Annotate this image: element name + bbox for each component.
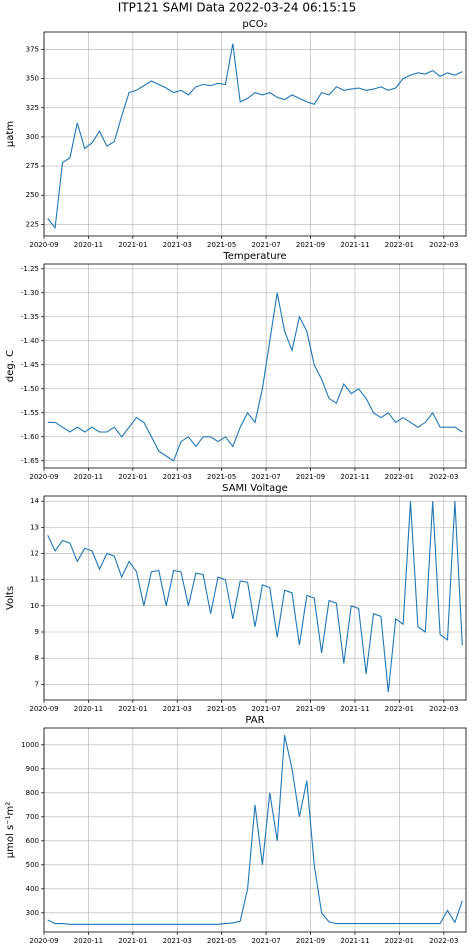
y-tick-label: 9 xyxy=(35,628,39,636)
y-tick-label: -1.55 xyxy=(21,409,39,417)
x-tick-label: 2020-09 xyxy=(29,937,58,945)
y-tick-label: -1.30 xyxy=(21,289,39,297)
x-tick-label: 2020-09 xyxy=(29,241,58,249)
x-tick-label: 2021-03 xyxy=(163,473,192,481)
y-tick-label: 10 xyxy=(30,602,39,610)
plot-frame xyxy=(43,263,467,469)
data-line xyxy=(47,292,463,462)
x-tick-label: 2021-07 xyxy=(251,937,280,945)
x-tick-label: 2020-11 xyxy=(74,241,103,249)
y-tick-label: -1.65 xyxy=(21,457,39,465)
panel-title: SAMI Voltage xyxy=(222,483,288,494)
x-tick-label: 2020-09 xyxy=(29,705,58,713)
x-tick-label: 2020-11 xyxy=(74,937,103,945)
x-tick-label: 2021-07 xyxy=(251,241,280,249)
y-tick-label: 1000 xyxy=(21,741,39,749)
y-tick-label: 12 xyxy=(30,550,39,558)
y-tick-label: 400 xyxy=(26,885,39,893)
y-axis-label: µmol s⁻¹m² xyxy=(5,802,16,858)
y-tick-label: 700 xyxy=(26,813,39,821)
y-tick-label: 8 xyxy=(35,654,39,662)
x-tick-label: 2021-03 xyxy=(163,705,192,713)
x-tick-label: 2021-05 xyxy=(207,473,236,481)
y-axis-label: deg. C xyxy=(5,350,16,382)
panel-title: Temperature xyxy=(222,251,286,262)
x-tick-label: 2021-05 xyxy=(207,937,236,945)
y-tick-label: 225 xyxy=(26,220,39,228)
y-tick-label: 325 xyxy=(26,104,39,112)
x-tick-label: 2021-11 xyxy=(340,937,369,945)
x-tick-label: 2020-11 xyxy=(74,705,103,713)
x-tick-label: 2021-05 xyxy=(207,705,236,713)
x-tick-label: 2022-03 xyxy=(429,241,458,249)
x-tick-label: 2021-03 xyxy=(163,937,192,945)
x-tick-label: 2021-03 xyxy=(163,241,192,249)
x-tick-label: 2022-03 xyxy=(429,473,458,481)
x-tick-label: 2021-01 xyxy=(118,937,147,945)
y-tick-label: 375 xyxy=(26,45,39,53)
y-tick-label: 11 xyxy=(30,576,39,584)
y-tick-label: -1.60 xyxy=(21,433,39,441)
x-tick-label: 2022-01 xyxy=(385,473,414,481)
y-tick-label: 300 xyxy=(26,909,39,917)
x-tick-label: 2021-05 xyxy=(207,241,236,249)
x-tick-label: 2021-01 xyxy=(118,241,147,249)
x-tick-label: 2021-09 xyxy=(296,473,325,481)
plot-frame xyxy=(43,31,467,237)
plot-frame xyxy=(43,495,467,701)
x-tick-label: 2021-09 xyxy=(296,705,325,713)
y-tick-label: -1.35 xyxy=(21,313,39,321)
x-tick-label: 2021-11 xyxy=(340,473,369,481)
x-tick-label: 2022-03 xyxy=(429,705,458,713)
x-tick-label: 2022-01 xyxy=(385,705,414,713)
y-tick-label: -1.45 xyxy=(21,361,39,369)
x-tick-label: 2020-09 xyxy=(29,473,58,481)
x-tick-label: 2021-07 xyxy=(251,705,280,713)
x-tick-label: 2021-01 xyxy=(118,473,147,481)
y-tick-label: 14 xyxy=(30,497,39,505)
y-tick-label: 800 xyxy=(26,789,39,797)
y-tick-label: 900 xyxy=(26,765,39,773)
y-tick-label: 500 xyxy=(26,861,39,869)
y-tick-label: 600 xyxy=(26,837,39,845)
x-tick-label: 2021-09 xyxy=(296,937,325,945)
y-tick-label: 275 xyxy=(26,162,39,170)
y-tick-label: 7 xyxy=(35,680,39,688)
data-line xyxy=(47,735,463,925)
x-tick-label: 2021-11 xyxy=(340,241,369,249)
y-tick-label: -1.25 xyxy=(21,265,39,273)
data-line xyxy=(47,43,463,230)
y-tick-label: 350 xyxy=(26,75,39,83)
panel-title: pCO₂ xyxy=(242,19,267,30)
x-tick-label: 2021-09 xyxy=(296,241,325,249)
y-tick-label: -1.40 xyxy=(21,337,39,345)
panel-title: PAR xyxy=(245,715,264,726)
y-tick-label: -1.50 xyxy=(21,385,39,393)
x-tick-label: 2021-01 xyxy=(118,705,147,713)
y-tick-label: 250 xyxy=(26,191,39,199)
page-title: ITP121 SAMI Data 2022-03-24 06:15:15 xyxy=(118,1,357,15)
x-tick-label: 2022-01 xyxy=(385,937,414,945)
x-tick-label: 2021-07 xyxy=(251,473,280,481)
x-tick-label: 2021-11 xyxy=(340,705,369,713)
y-axis-label: Volts xyxy=(5,586,16,610)
y-tick-label: 13 xyxy=(30,523,39,531)
plot-frame xyxy=(43,727,467,933)
x-tick-label: 2022-03 xyxy=(429,937,458,945)
y-tick-label: 300 xyxy=(26,133,39,141)
x-tick-label: 2020-11 xyxy=(74,473,103,481)
y-axis-label: µatm xyxy=(5,121,16,147)
x-tick-label: 2022-01 xyxy=(385,241,414,249)
data-line xyxy=(47,501,463,693)
